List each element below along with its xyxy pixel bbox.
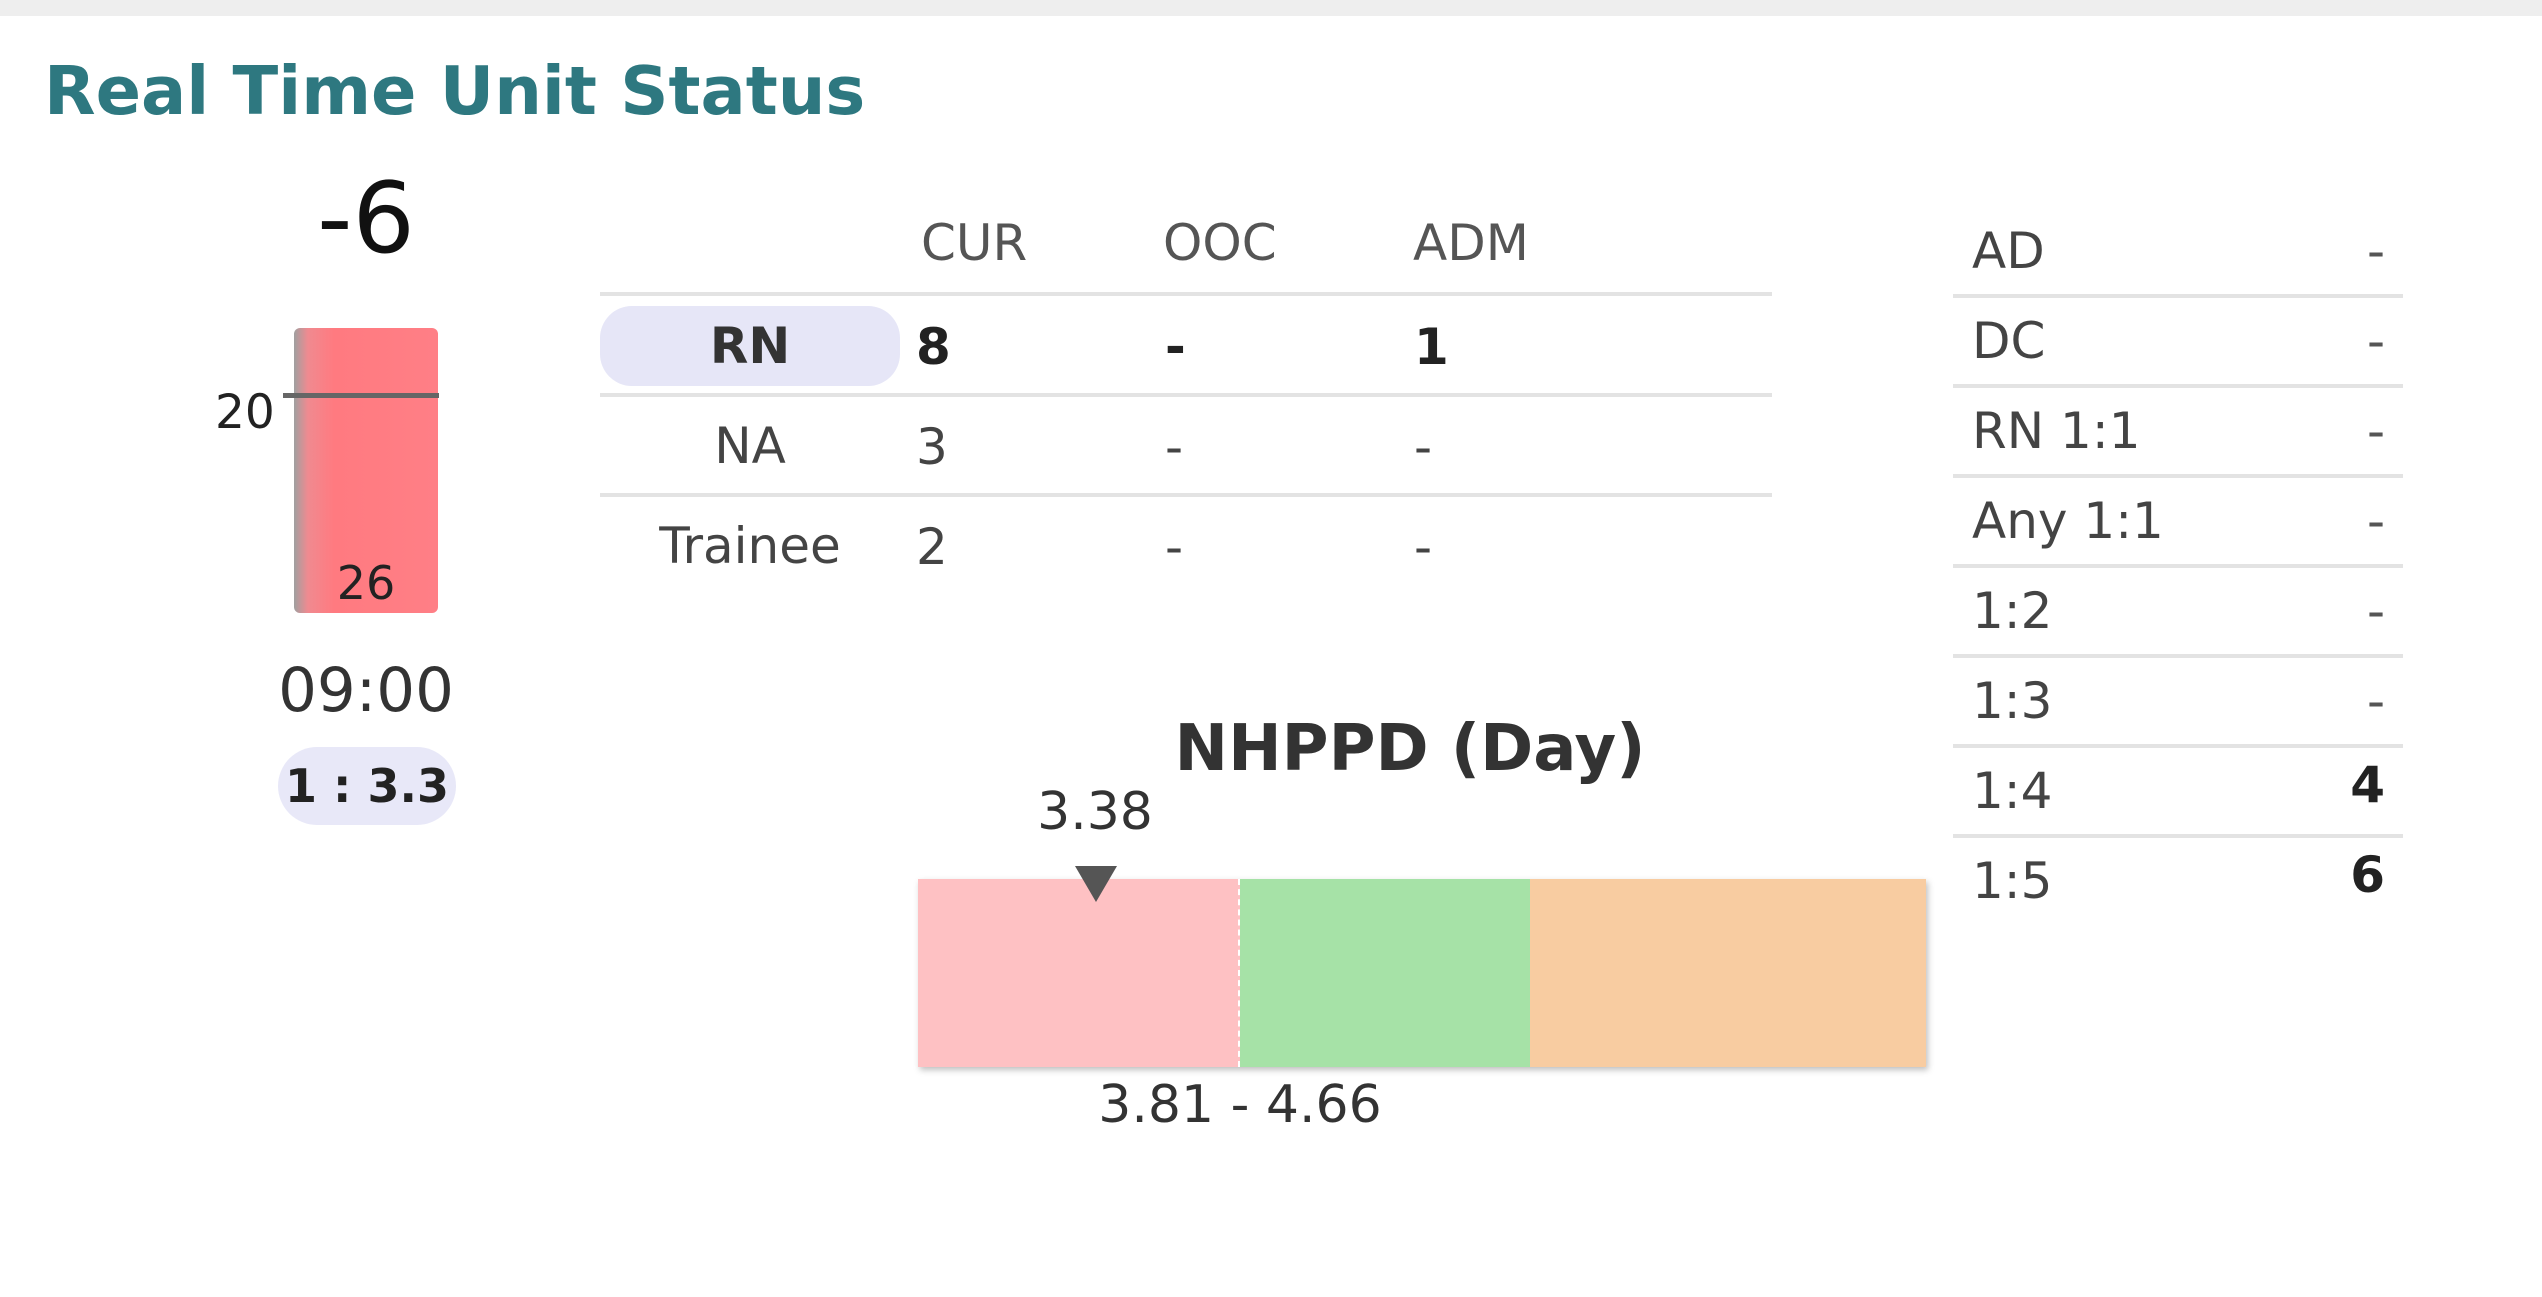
rn-ooc: -: [1165, 318, 1186, 376]
nhppd-target-range: 3.81 - 4.66: [1098, 1075, 1382, 1135]
column-header-ooc: OOC: [1163, 214, 1277, 272]
gauge-variance: -6: [317, 162, 415, 276]
divider: [1953, 474, 2403, 478]
na-adm: -: [1414, 418, 1433, 476]
ratio-value-rn-1-1: -: [2366, 402, 2385, 460]
na-cur: 3: [916, 418, 948, 476]
column-header-cur: CUR: [921, 214, 1028, 272]
trainee-cur: 2: [916, 518, 948, 576]
divider: [600, 292, 1772, 296]
ratio-label-any-1-1: Any 1:1: [1972, 492, 2164, 550]
nhppd-marker-icon: [1075, 866, 1117, 902]
ratio-value-1-4: 4: [2350, 756, 2385, 814]
ratio-label-1-5: 1:5: [1972, 852, 2053, 910]
gauge-threshold-line: [283, 393, 439, 398]
ratio-value-dc: -: [2366, 312, 2385, 370]
divider: [1953, 384, 2403, 388]
nhppd-range-bar: [918, 879, 1926, 1067]
ratio-label-1-4: 1:4: [1972, 762, 2053, 820]
ratio-label-1-2: 1:2: [1972, 582, 2053, 640]
page-title: Real Time Unit Status: [44, 52, 866, 130]
role-tab-trainee[interactable]: Trainee: [659, 517, 841, 575]
gauge-time: 09:00: [278, 655, 454, 726]
gauge-bar: [294, 328, 438, 613]
divider: [600, 393, 1772, 397]
column-header-adm: ADM: [1413, 214, 1529, 272]
divider: [1953, 744, 2403, 748]
nhppd-current-value: 3.38: [1037, 782, 1153, 842]
divider: [1953, 564, 2403, 568]
nhppd-target-segment: [1240, 879, 1530, 1067]
divider: [1953, 834, 2403, 838]
ratio-badge: 1 : 3.3: [278, 747, 456, 825]
nhppd-title: NHPPD (Day): [1174, 712, 1646, 786]
role-tab-na[interactable]: NA: [714, 417, 786, 475]
ratio-value-any-1-1: -: [2366, 492, 2385, 550]
ratio-label-rn-1-1: RN 1:1: [1972, 402, 2141, 460]
gauge-threshold-label: 20: [215, 385, 275, 440]
nhppd-above-segment: [1530, 879, 1926, 1067]
divider: [600, 493, 1772, 497]
ratio-label-ad: AD: [1972, 222, 2045, 280]
trainee-ooc: -: [1165, 518, 1184, 576]
divider: [1953, 654, 2403, 658]
ratio-value-1-5: 6: [2350, 846, 2385, 904]
nhppd-below-segment: [918, 879, 1240, 1067]
trainee-adm: -: [1414, 518, 1433, 576]
role-tab-rn[interactable]: RN: [600, 306, 900, 386]
divider: [1953, 294, 2403, 298]
na-ooc: -: [1165, 418, 1184, 476]
ratio-label-dc: DC: [1972, 312, 2046, 370]
gauge-count: 26: [336, 556, 396, 610]
top-bar: [0, 0, 2542, 16]
ratio-value-1-2: -: [2366, 582, 2385, 640]
ratio-value-1-3: -: [2366, 672, 2385, 730]
ratio-label-1-3: 1:3: [1972, 672, 2053, 730]
rn-adm: 1: [1414, 318, 1449, 376]
rn-cur: 8: [916, 318, 951, 376]
ratio-value-ad: -: [2366, 222, 2385, 280]
